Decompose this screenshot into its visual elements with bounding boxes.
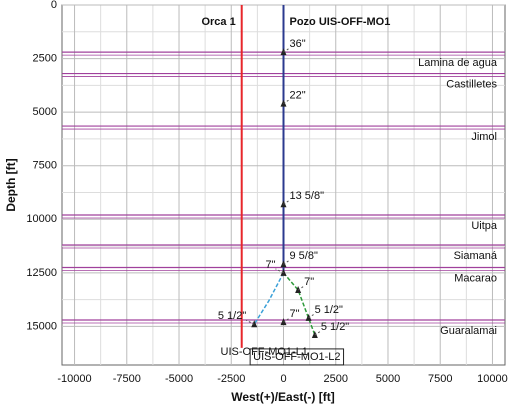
- casing-leader: [283, 99, 290, 104]
- x-tick-label: 2500: [323, 373, 347, 385]
- casing-leader: [314, 330, 322, 336]
- casing-label: 5 1/2": [218, 310, 246, 322]
- casing-leader: [283, 47, 290, 53]
- x-tick-label: 5000: [376, 373, 400, 385]
- casing-leader: [297, 285, 305, 291]
- x-tick-label: 7500: [428, 373, 452, 385]
- y-tick-label: 5000: [33, 106, 57, 118]
- casing-leader: [283, 259, 290, 265]
- formation-label: Lamina de agua: [418, 57, 498, 69]
- x-tick-label: -2500: [217, 373, 245, 385]
- formation-label: Jimol: [471, 131, 497, 143]
- casing-label: 7": [290, 308, 300, 320]
- x-axis-label: West(+)/East(-) [ft]: [231, 390, 334, 404]
- x-tick-label: -10000: [57, 373, 91, 385]
- casing-label: 13 5/8": [290, 190, 325, 202]
- formation-label: Macarao: [454, 272, 497, 284]
- casing-label: 22": [290, 89, 306, 101]
- x-tick-label: -5000: [165, 373, 193, 385]
- y-tick-label: 15000: [26, 320, 57, 332]
- casing-label: 7": [304, 276, 314, 288]
- well-label: Orca 1: [201, 16, 235, 28]
- y-tick-label: 2500: [33, 52, 57, 64]
- casing-leader: [283, 199, 290, 205]
- well-label: UIS-OFF-MO1-L2: [253, 351, 340, 363]
- casing-leader: [275, 268, 284, 274]
- x-tick-label: -7500: [113, 373, 141, 385]
- label-box: [249, 348, 345, 366]
- casing-leader: [283, 317, 290, 323]
- formation-label: Guaralamai: [440, 325, 497, 337]
- formation-label: Uitpa: [471, 220, 498, 232]
- y-tick-label: 0: [51, 0, 57, 11]
- well-path: [253, 272, 285, 325]
- casing-label: 5 1/2": [321, 321, 349, 333]
- y-tick-label: 12500: [26, 267, 57, 279]
- casing-leader: [308, 313, 315, 319]
- formation-label: Siamaná: [454, 250, 498, 262]
- casing-label: 36": [290, 38, 306, 50]
- formation-label: Castilletes: [446, 78, 497, 90]
- y-tick-label: 7500: [33, 160, 57, 172]
- casing-label: 9 5/8": [290, 250, 318, 262]
- x-tick-label: 10000: [477, 373, 508, 385]
- x-tick-label: 0: [280, 373, 286, 385]
- y-axis-label: Depth [ft]: [4, 158, 18, 211]
- casing-leader: [246, 319, 255, 325]
- y-tick-label: 10000: [26, 213, 57, 225]
- casing-label: 7": [265, 259, 275, 271]
- well-label: Pozo UIS-OFF-MO1: [290, 16, 391, 28]
- casing-label: 5 1/2": [315, 304, 343, 316]
